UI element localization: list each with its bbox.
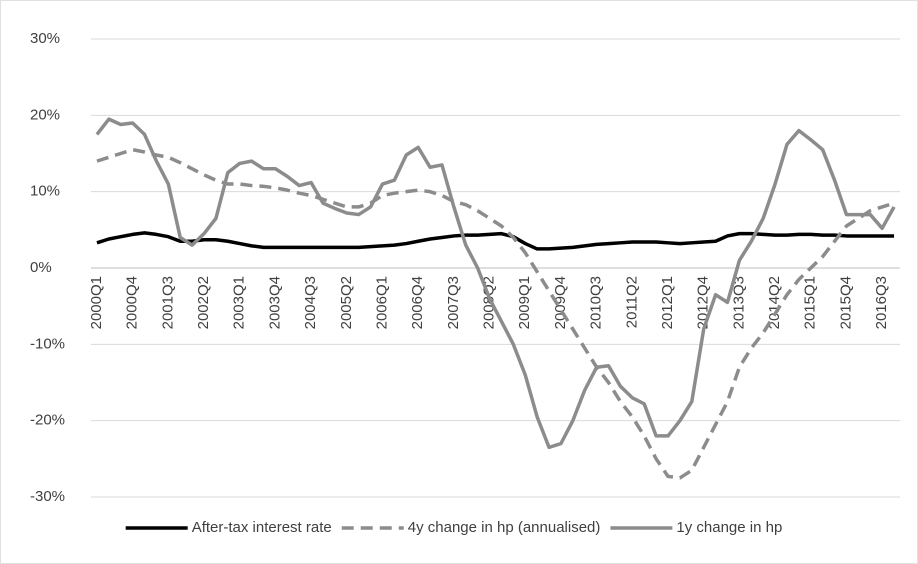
series-line bbox=[95, 117, 896, 450]
x-tick-label: 2003Q1 bbox=[231, 276, 248, 329]
legend-label: 4y change in hp (annualised) bbox=[408, 519, 601, 536]
x-tick-label: 2014Q2 bbox=[766, 276, 783, 329]
x-tick-label: 2012Q4 bbox=[695, 276, 712, 329]
y-tick-label: 10% bbox=[30, 183, 60, 200]
series-line bbox=[96, 147, 895, 480]
x-tick-label: 2010Q3 bbox=[588, 276, 605, 329]
x-tick-label: 2011Q2 bbox=[623, 276, 640, 328]
x-tick-label: 2007Q3 bbox=[445, 276, 462, 329]
x-tick-label: 2002Q2 bbox=[195, 276, 212, 329]
x-tick-label: 2015Q1 bbox=[802, 276, 819, 329]
x-tick-label: 2005Q2 bbox=[338, 276, 355, 329]
x-tick-label: 2006Q1 bbox=[373, 276, 390, 329]
x-tick-label: 2001Q3 bbox=[159, 276, 176, 329]
x-tick-label: 2004Q3 bbox=[302, 276, 319, 329]
x-tick-label: 2006Q4 bbox=[409, 276, 426, 329]
x-tick-label: 2016Q3 bbox=[873, 276, 890, 329]
y-tick-label: -10% bbox=[30, 335, 65, 352]
y-tick-label: 20% bbox=[30, 106, 60, 123]
x-tick-label: 2000Q4 bbox=[124, 276, 141, 329]
y-tick-label: -20% bbox=[30, 412, 65, 429]
y-tick-label: 30% bbox=[30, 30, 60, 47]
legend-label: 1y change in hp bbox=[676, 519, 782, 536]
legend-label: After-tax interest rate bbox=[192, 519, 332, 536]
y-tick-label: -30% bbox=[30, 488, 65, 505]
series-line bbox=[96, 231, 895, 251]
legend: After-tax interest rate 4y change in hp (… bbox=[125, 519, 782, 536]
x-tick-label: 2012Q1 bbox=[659, 276, 676, 329]
x-tick-label: 2009Q1 bbox=[516, 276, 533, 329]
x-tick-label: 2013Q3 bbox=[730, 276, 747, 329]
x-tick-label: 2000Q1 bbox=[88, 276, 105, 329]
x-tick-label: 2015Q4 bbox=[837, 276, 854, 329]
x-tick-label: 2003Q4 bbox=[266, 276, 283, 329]
y-tick-label: 0% bbox=[30, 259, 52, 276]
